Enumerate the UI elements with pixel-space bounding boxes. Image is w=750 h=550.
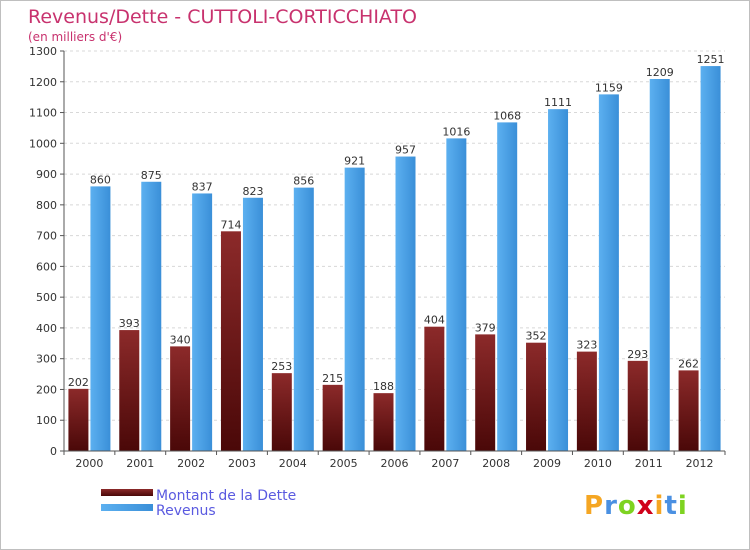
x-tick-label: 2012 bbox=[686, 457, 714, 470]
bar-dette bbox=[627, 360, 648, 451]
bar-revenus bbox=[649, 79, 670, 451]
x-tick-label: 2010 bbox=[584, 457, 612, 470]
bar-dette bbox=[271, 373, 292, 451]
bar-revenus bbox=[497, 122, 518, 451]
data-label-dette: 253 bbox=[271, 360, 292, 373]
bar-dette bbox=[678, 370, 699, 451]
data-label-dette: 202 bbox=[68, 376, 89, 389]
x-tick-label: 2011 bbox=[635, 457, 663, 470]
y-tick-label: 900 bbox=[36, 168, 57, 181]
data-label-revenus: 860 bbox=[90, 173, 111, 186]
data-label-dette: 215 bbox=[322, 372, 343, 385]
chart-title: Revenus/Dette - CUTTOLI-CORTICCHIATO bbox=[28, 6, 418, 28]
x-tick-label: 2001 bbox=[126, 457, 154, 470]
grid-lines bbox=[64, 50, 725, 452]
bar-revenus bbox=[90, 186, 111, 451]
bar-dette bbox=[119, 330, 140, 451]
data-label-revenus: 1251 bbox=[697, 53, 725, 66]
y-tick-label: 1300 bbox=[29, 45, 57, 58]
x-tick-label: 2005 bbox=[330, 457, 358, 470]
bar-dette bbox=[424, 326, 445, 451]
bar-revenus bbox=[293, 187, 314, 451]
bar-dette bbox=[526, 342, 547, 451]
y-tick-label: 200 bbox=[36, 383, 57, 396]
x-tick-label: 2007 bbox=[431, 457, 459, 470]
data-label-dette: 262 bbox=[678, 357, 699, 370]
chart-subtitle: (en milliers d'€) bbox=[28, 30, 123, 44]
data-label-revenus: 1209 bbox=[646, 66, 674, 79]
data-label-revenus: 957 bbox=[395, 144, 416, 157]
y-tick-label: 1000 bbox=[29, 137, 57, 150]
y-tick-label: 100 bbox=[36, 414, 57, 427]
y-tick-label: 1100 bbox=[29, 107, 57, 120]
x-tick-label: 2003 bbox=[228, 457, 256, 470]
data-label-revenus: 875 bbox=[141, 169, 162, 182]
data-label-revenus: 856 bbox=[293, 175, 314, 188]
data-label-dette: 352 bbox=[526, 330, 547, 343]
bar-dette bbox=[373, 393, 394, 451]
y-tick-label: 0 bbox=[50, 445, 57, 458]
bar-revenus bbox=[242, 197, 263, 451]
bar-dette bbox=[220, 231, 241, 451]
x-tick-label: 2000 bbox=[75, 457, 103, 470]
x-tick-label: 2008 bbox=[482, 457, 510, 470]
data-label-dette: 379 bbox=[475, 321, 496, 334]
legend-label-dette: Montant de la Dette bbox=[156, 488, 296, 504]
data-label-dette: 340 bbox=[170, 333, 191, 346]
data-label-revenus: 921 bbox=[344, 155, 365, 168]
bar-revenus bbox=[548, 109, 569, 452]
x-tick-label: 2004 bbox=[279, 457, 307, 470]
bar-revenus bbox=[395, 156, 416, 452]
bar-revenus bbox=[141, 181, 162, 451]
bar-revenus bbox=[598, 94, 619, 451]
data-label-dette: 323 bbox=[576, 339, 597, 352]
y-tick-label: 1200 bbox=[29, 76, 57, 89]
bar-dette bbox=[170, 346, 191, 451]
bar-dette bbox=[475, 334, 496, 451]
data-label-dette: 293 bbox=[627, 348, 648, 361]
bar-revenus bbox=[446, 138, 467, 451]
x-axis: 2000 2001 2002 2003 2004 2005 2006 2007 2008 2009… bbox=[63, 450, 726, 470]
data-label-dette: 393 bbox=[119, 317, 140, 330]
legend-swatch-revenus bbox=[101, 504, 153, 511]
y-axis: 0 100 200 300 400 500 600 700 800 900 1000 1100 1200… bbox=[29, 45, 65, 458]
data-label-revenus: 1159 bbox=[595, 81, 623, 94]
y-tick-label: 400 bbox=[36, 322, 57, 335]
y-tick-label: 300 bbox=[36, 353, 57, 366]
x-tick-label: 2006 bbox=[381, 457, 409, 470]
bar-dette bbox=[322, 384, 343, 451]
data-label-revenus: 1068 bbox=[493, 109, 521, 122]
bar-revenus bbox=[700, 66, 721, 452]
y-tick-label: 500 bbox=[36, 291, 57, 304]
bar-revenus bbox=[192, 193, 213, 451]
data-label-revenus: 837 bbox=[192, 180, 213, 193]
proxiti-logo: Proxiti bbox=[584, 491, 688, 521]
data-label-revenus: 1111 bbox=[544, 96, 572, 109]
legend-label-revenus: Revenus bbox=[156, 503, 216, 519]
data-label-dette: 188 bbox=[373, 380, 394, 393]
x-tick-label: 2009 bbox=[533, 457, 561, 470]
y-tick-label: 800 bbox=[36, 199, 57, 212]
data-label-revenus: 1016 bbox=[442, 125, 470, 138]
x-tick-label: 2002 bbox=[177, 457, 205, 470]
bar-dette bbox=[68, 388, 89, 451]
data-label-dette: 404 bbox=[424, 314, 445, 327]
legend: Montant de la Dette Revenus bbox=[101, 488, 296, 519]
y-tick-label: 700 bbox=[36, 230, 57, 243]
bar-dette bbox=[576, 351, 597, 451]
legend-swatch-dette bbox=[101, 489, 153, 496]
bars: 202 860 393 875 340 837 714 823 253 856 215 921 188 9… bbox=[68, 53, 725, 452]
y-tick-label: 600 bbox=[36, 260, 57, 273]
data-label-dette: 714 bbox=[220, 218, 241, 231]
data-label-revenus: 823 bbox=[242, 185, 263, 198]
bar-revenus bbox=[344, 167, 365, 451]
